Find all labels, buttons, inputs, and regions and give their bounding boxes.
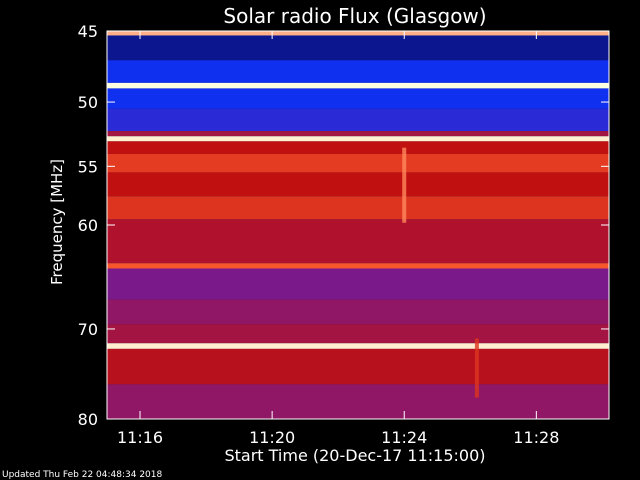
x-tick-label: 11:20: [249, 428, 295, 447]
frequency-band-13: [107, 263, 609, 269]
frequency-band-4: [107, 88, 609, 109]
frequency-band-5: [107, 108, 609, 132]
frequency-band-1: [107, 35, 609, 61]
y-tick-label: 80: [78, 410, 98, 429]
frequency-band-8: [107, 141, 609, 154]
y-tick-label: 50: [78, 93, 98, 112]
burst-0: [402, 147, 407, 223]
x-tick-label: 11:28: [513, 428, 559, 447]
frequency-band-6: [107, 131, 609, 137]
frequency-band-10: [107, 172, 609, 197]
frequency-band-0: [107, 31, 609, 36]
y-tick-label: 60: [78, 216, 98, 235]
x-tick-label: 11:24: [381, 428, 427, 447]
frequency-band-15: [107, 299, 609, 325]
frequency-band-19: [107, 384, 609, 419]
chart-title: Solar radio Flux (Glasgow): [223, 4, 486, 28]
x-tick-label: 11:16: [117, 428, 163, 447]
frequency-band-9: [107, 153, 609, 173]
update-timestamp: Updated Thu Feb 22 04:48:34 2018: [2, 470, 163, 480]
frequency-band-3: [107, 82, 609, 89]
frequency-band-18: [107, 348, 609, 385]
x-axis-label: Start Time (20-Dec-17 11:15:00): [224, 446, 485, 465]
frequency-band-2: [107, 60, 609, 83]
y-tick-label: 70: [78, 320, 98, 339]
y-tick-label: 45: [78, 22, 98, 41]
y-axis-label: Frequency [MHz]: [48, 159, 66, 285]
plot-area: [107, 31, 609, 419]
frequency-band-12: [107, 219, 609, 264]
burst-1: [474, 338, 479, 398]
frequency-band-17: [107, 343, 609, 349]
frequency-band-11: [107, 196, 609, 220]
frequency-band-16: [107, 324, 609, 344]
axes: 45 50 55 60 70 80 11:16 11:20 11:24 11:28: [78, 22, 610, 447]
y-tick-label: 55: [78, 157, 98, 176]
frequency-band-7: [107, 136, 609, 142]
frequency-band-14: [107, 268, 609, 300]
